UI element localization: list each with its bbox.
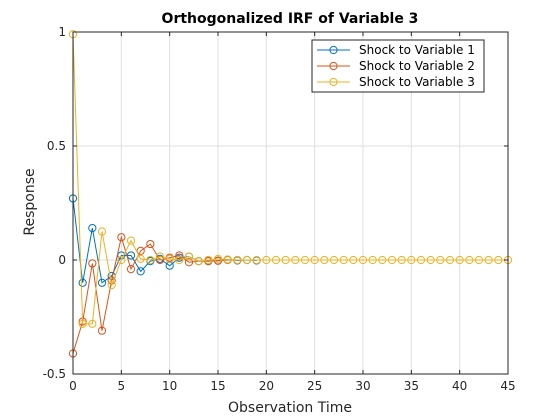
y-axis-label: Response (22, 168, 38, 235)
data-point (494, 255, 503, 265)
data-point (136, 254, 145, 263)
data-point (426, 255, 435, 265)
data-point (320, 255, 329, 265)
axis-ticks: 0 5 10 15 20 25 30 35 40 45-0.500.51 (43, 25, 516, 393)
data-point (78, 319, 87, 328)
data-point (88, 259, 97, 268)
x-tick-label: 10 (162, 379, 177, 393)
data-point (436, 255, 445, 265)
data-point (329, 255, 339, 265)
data-point (126, 265, 136, 274)
data-point (117, 233, 126, 242)
x-tick-label: 40 (452, 379, 467, 393)
data-point (213, 254, 223, 263)
x-tick-label: 20 (259, 379, 274, 393)
x-tick-label: 45 (500, 379, 515, 393)
data-point (88, 223, 97, 233)
data-point (416, 255, 426, 265)
legend-marker (329, 45, 338, 55)
data-point (455, 255, 464, 265)
data-point (136, 246, 145, 255)
data-point (387, 255, 397, 265)
y-tick-label: 0 (58, 253, 66, 267)
series-layer (68, 30, 513, 358)
data-point (474, 255, 484, 265)
data-point (175, 255, 184, 265)
data-point (146, 255, 155, 265)
data-point (155, 252, 165, 261)
x-tick-label: 30 (355, 379, 370, 393)
legend-item[interactable]: Shock to Variable 3 (317, 75, 475, 89)
data-point (88, 319, 97, 328)
data-point (349, 255, 358, 265)
legend-marker (329, 61, 338, 71)
data-point (242, 255, 252, 265)
data-point (184, 252, 194, 261)
data-point (136, 267, 145, 276)
data-point (339, 255, 348, 265)
data-point (165, 254, 174, 263)
data-point (117, 255, 126, 265)
legend-item[interactable]: Shock to Variable 2 (317, 59, 475, 73)
chart-title: Orthogonalized IRF of Variable 3 (162, 11, 419, 27)
data-point (445, 255, 455, 265)
plot-area-frame (72, 31, 509, 375)
data-point (204, 255, 213, 265)
data-point (97, 227, 107, 236)
x-axis-label: Observation Time (228, 400, 352, 416)
data-point (78, 278, 87, 287)
data-point (126, 251, 136, 260)
series-line (72, 235, 238, 354)
legend-marker (329, 77, 338, 87)
legend-label: Shock to Variable 1 (359, 43, 475, 57)
x-tick-label: 0 (69, 379, 77, 393)
data-point (262, 255, 271, 265)
data-point (358, 255, 368, 265)
data-point (97, 326, 107, 335)
data-point (97, 278, 107, 287)
data-point (146, 239, 155, 249)
data-point (107, 280, 116, 290)
legend[interactable]: Shock to Variable 1 Shock to Variable 2 Sh… (311, 39, 485, 93)
series-line (72, 34, 508, 325)
data-point (310, 255, 319, 265)
data-point (223, 255, 232, 264)
y-tick-label: 1 (58, 25, 66, 39)
data-point (368, 255, 377, 265)
legend-label: Shock to Variable 2 (359, 59, 475, 73)
x-tick-label: 25 (307, 379, 322, 393)
data-point (484, 255, 493, 265)
legend-box (311, 39, 485, 93)
series-3 (68, 30, 513, 328)
data-point (407, 255, 416, 265)
x-tick-label: 15 (210, 379, 225, 393)
data-point (175, 251, 184, 260)
legend-label: Shock to Variable 3 (359, 75, 475, 89)
data-point (126, 236, 136, 245)
legend-item[interactable]: Shock to Variable 1 (317, 43, 475, 57)
data-point (252, 255, 261, 265)
y-tick-label: 0.5 (47, 139, 66, 153)
y-tick-label: -0.5 (43, 367, 66, 381)
data-point (271, 255, 281, 265)
x-tick-label: 5 (118, 379, 126, 393)
data-point (291, 255, 300, 265)
data-point (465, 255, 474, 265)
x-tick-label: 35 (404, 379, 419, 393)
data-point (397, 255, 406, 265)
data-point (184, 258, 194, 267)
data-point (300, 255, 310, 265)
data-point (281, 255, 290, 265)
data-point (194, 257, 203, 266)
data-point (378, 255, 387, 265)
data-point (233, 255, 242, 265)
